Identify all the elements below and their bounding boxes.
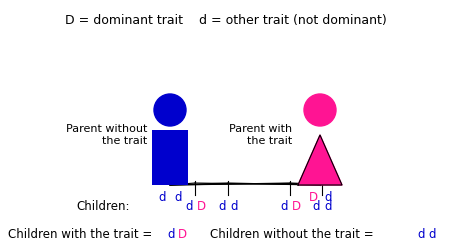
Text: Parent without
the trait: Parent without the trait (65, 124, 147, 146)
Text: D: D (308, 191, 318, 204)
Polygon shape (297, 135, 341, 185)
Text: D: D (178, 228, 187, 241)
Text: d: d (158, 191, 166, 204)
Text: d: d (323, 191, 331, 204)
Text: d: d (218, 200, 226, 213)
Text: d: d (230, 200, 237, 213)
Text: D: D (291, 200, 300, 213)
Bar (152, 130, 188, 185)
Text: d: d (174, 191, 181, 204)
Text: d: d (312, 200, 319, 213)
Text: d: d (427, 228, 434, 241)
Text: Children with the trait =: Children with the trait = (8, 228, 156, 241)
Circle shape (154, 94, 186, 126)
Text: Children:: Children: (76, 200, 130, 213)
Text: d: d (185, 200, 193, 213)
Text: D: D (197, 200, 206, 213)
Text: D = dominant trait    d = other trait (not dominant): D = dominant trait d = other trait (not … (65, 14, 386, 27)
Text: Parent with
the trait: Parent with the trait (228, 124, 291, 146)
Text: d: d (280, 200, 287, 213)
Text: Children without the trait =: Children without the trait = (210, 228, 377, 241)
Text: d: d (417, 228, 424, 241)
Text: d: d (167, 228, 175, 241)
Text: d: d (323, 200, 331, 213)
Circle shape (304, 94, 335, 126)
